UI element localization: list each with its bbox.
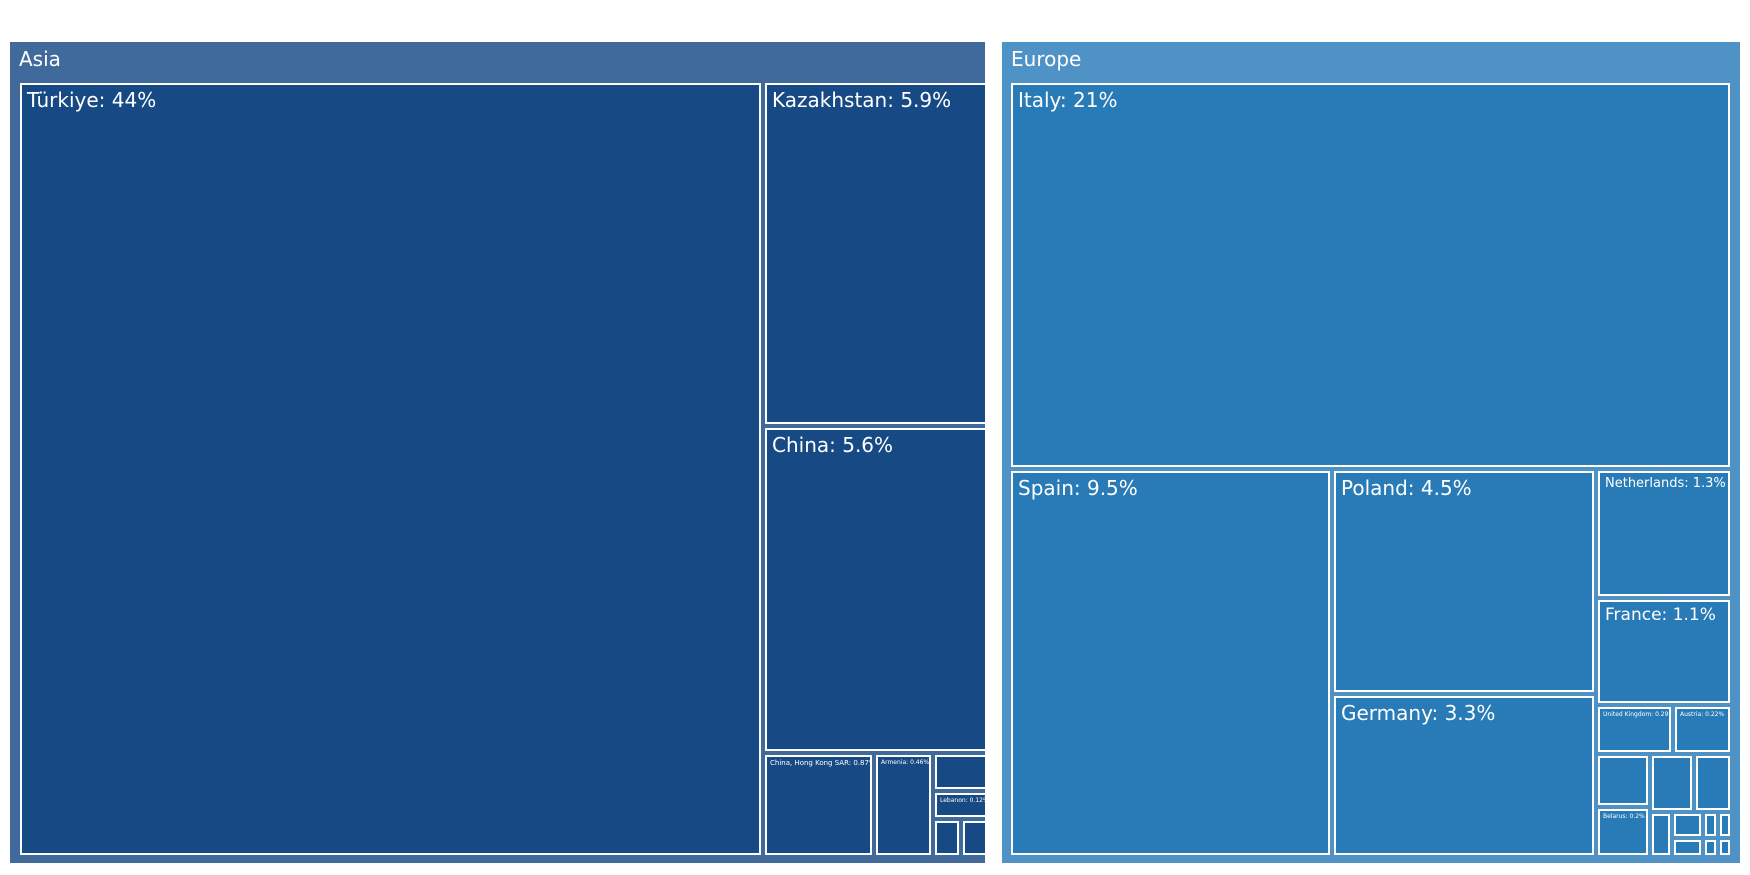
cell-unlabeled	[1674, 840, 1701, 855]
cell-austria: Austria: 0.22%	[1675, 707, 1730, 752]
cell-kazakhstan: Kazakhstan: 5.9%	[765, 83, 987, 424]
cell-france: France: 1.1%	[1598, 600, 1730, 703]
group-label: Europe	[1011, 47, 1082, 71]
cell-unlabeled	[935, 821, 959, 855]
cell-label: Poland: 4.5%	[1341, 476, 1472, 500]
cell-unlabeled	[1652, 756, 1692, 810]
cell-unlabeled	[1652, 814, 1670, 855]
cell-turkiye: Türkiye: 44%	[20, 83, 761, 855]
cell-spain: Spain: 9.5%	[1011, 471, 1330, 855]
cell-germany: Germany: 3.3%	[1334, 696, 1594, 855]
cell-label: Italy: 21%	[1018, 88, 1118, 112]
cell-label: Kazakhstan: 5.9%	[772, 88, 952, 112]
cell-unlabeled	[1598, 756, 1648, 805]
cell-united-kingdom: United Kingdom: 0.29%	[1598, 707, 1671, 752]
cell-label: Belarus: 0.2%	[1603, 813, 1645, 820]
cell-label: France: 1.1%	[1605, 605, 1716, 625]
cell-unlabeled	[1720, 814, 1730, 836]
cell-unlabeled	[935, 755, 987, 789]
cell-label: China, Hong Kong SAR: 0.87%	[770, 759, 872, 767]
cell-label: Armenia: 0.46%	[881, 759, 930, 766]
cell-unlabeled	[1705, 840, 1716, 855]
cell-lebanon: Lebanon: 0.12%	[935, 793, 987, 817]
cell-armenia: Armenia: 0.46%	[876, 755, 931, 855]
cell-poland: Poland: 4.5%	[1334, 471, 1594, 692]
cell-label: Germany: 3.3%	[1341, 701, 1496, 725]
cell-label: Türkiye: 44%	[27, 88, 157, 112]
group-label: Asia	[19, 47, 61, 71]
cell-unlabeled	[1720, 840, 1730, 855]
cell-unlabeled	[1674, 814, 1701, 836]
cell-unlabeled	[963, 821, 987, 855]
cell-china-hong-kong-sar: China, Hong Kong SAR: 0.87%	[765, 755, 872, 855]
cell-label: United Kingdom: 0.29%	[1603, 711, 1671, 718]
cell-label: China: 5.6%	[772, 433, 894, 457]
cell-label: Spain: 9.5%	[1018, 476, 1138, 500]
cell-netherlands: Netherlands: 1.3%	[1598, 471, 1730, 596]
cell-label: Lebanon: 0.12%	[940, 797, 987, 804]
cell-label: Netherlands: 1.3%	[1605, 476, 1726, 491]
cell-china: China: 5.6%	[765, 428, 987, 751]
cell-unlabeled	[1705, 814, 1716, 836]
cell-italy: Italy: 21%	[1011, 83, 1730, 467]
cell-belarus: Belarus: 0.2%	[1598, 809, 1648, 855]
cell-unlabeled	[1696, 756, 1730, 810]
cell-label: Austria: 0.22%	[1680, 711, 1725, 718]
